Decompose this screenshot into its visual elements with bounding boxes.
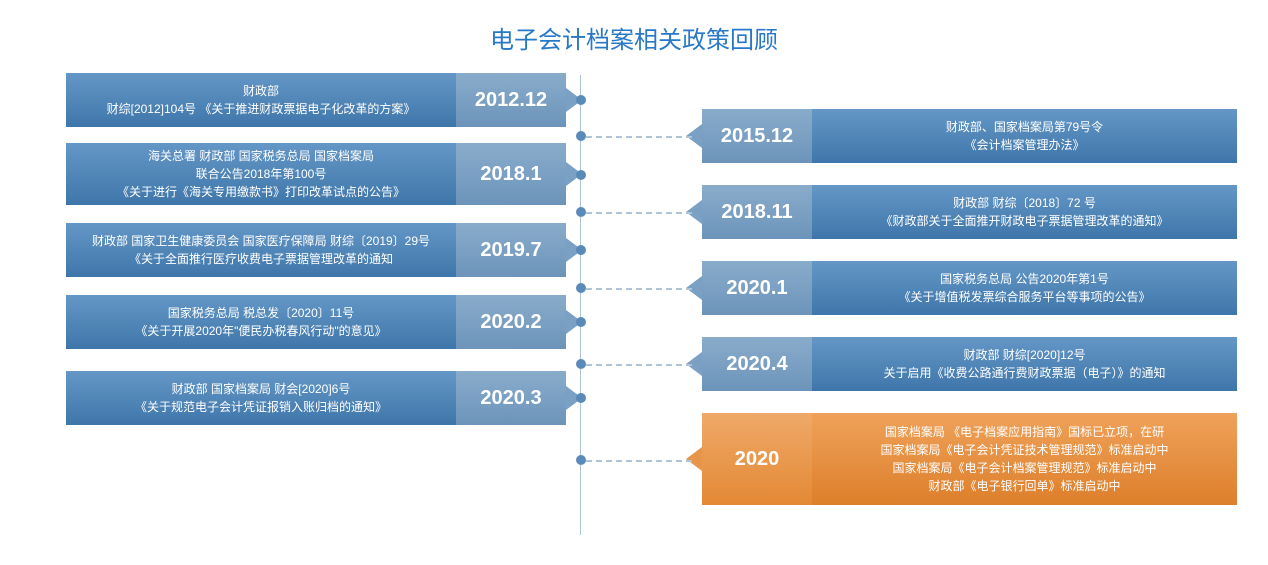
text-line: 国家税务总局 公告2020年第1号: [826, 270, 1223, 288]
timeline-dot: [576, 170, 586, 180]
text-line: 《关于开展2020年"便民办税春风行动"的意见》: [80, 322, 442, 340]
left-timeline-item: 海关总署 财政部 国家税务总局 国家档案局联合公告2018年第100号《关于进行…: [66, 143, 566, 205]
item-content: 财政部财综[2012]104号 《关于推进财政票据电子化改革的方案》: [66, 73, 456, 127]
connector: [586, 460, 692, 462]
timeline-dot: [576, 455, 586, 465]
text-line: 国家档案局《电子会计档案管理规范》标准启动中: [826, 459, 1223, 477]
timeline-dot: [576, 317, 586, 327]
right-timeline-item: 2020.1国家税务总局 公告2020年第1号《关于增值税发票综合服务平台等事项…: [702, 261, 1237, 315]
item-content: 财政部 财综〔2018〕72 号《财政部关于全面推开财政电子票据管理改革的通知》: [812, 185, 1237, 239]
text-line: 财政部 财综[2020]12号: [826, 346, 1223, 364]
text-line: 《财政部关于全面推开财政电子票据管理改革的通知》: [826, 212, 1223, 230]
text-line: 财政部 财综〔2018〕72 号: [826, 194, 1223, 212]
page-title: 电子会计档案相关政策回顾: [0, 0, 1268, 65]
item-content: 财政部 国家档案局 财会[2020]6号《关于规范电子会计凭证报销入账归档的通知…: [66, 371, 456, 425]
timeline-dot: [576, 283, 586, 293]
right-timeline-item: 2020国家档案局 《电子档案应用指南》国标已立项，在研国家档案局《电子会计凭证…: [702, 413, 1237, 505]
left-timeline-item: 财政部财综[2012]104号 《关于推进财政票据电子化改革的方案》2012.1…: [66, 73, 566, 127]
connector: [586, 212, 692, 214]
center-line: [580, 75, 581, 535]
left-timeline-item: 财政部 国家卫生健康委员会 国家医疗保障局 财综〔2019〕29号《关于全面推行…: [66, 223, 566, 277]
item-date: 2019.7: [456, 223, 566, 277]
text-line: 关于启用《收费公路通行费财政票据（电子）》的通知: [826, 364, 1223, 382]
connector: [586, 288, 692, 290]
item-date: 2018.1: [456, 143, 566, 205]
item-content: 财政部 财综[2020]12号关于启用《收费公路通行费财政票据（电子）》的通知: [812, 337, 1237, 391]
item-date: 2020.1: [702, 261, 812, 315]
text-line: 《关于进行《海关专用缴款书》打印改革试点的公告》: [80, 183, 442, 201]
text-line: 海关总署 财政部 国家税务总局 国家档案局: [80, 147, 442, 165]
connector: [586, 136, 692, 138]
item-date: 2015.12: [702, 109, 812, 163]
text-line: 《关于增值税发票综合服务平台等事项的公告》: [826, 288, 1223, 306]
item-content: 国家税务总局 税总发〔2020〕11号《关于开展2020年"便民办税春风行动"的…: [66, 295, 456, 349]
text-line: 联合公告2018年第100号: [80, 165, 442, 183]
item-date: 2012.12: [456, 73, 566, 127]
item-date: 2020.3: [456, 371, 566, 425]
text-line: 财综[2012]104号 《关于推进财政票据电子化改革的方案》: [80, 100, 442, 118]
item-date: 2020.2: [456, 295, 566, 349]
right-timeline-item: 2015.12财政部、国家档案局第79号令《会计档案管理办法》: [702, 109, 1237, 163]
timeline-dot: [576, 131, 586, 141]
text-line: 财政部、国家档案局第79号令: [826, 118, 1223, 136]
item-content: 国家税务总局 公告2020年第1号《关于增值税发票综合服务平台等事项的公告》: [812, 261, 1237, 315]
item-content: 国家档案局 《电子档案应用指南》国标已立项，在研国家档案局《电子会计凭证技术管理…: [812, 413, 1237, 505]
text-line: 财政部: [80, 82, 442, 100]
text-line: 《关于规范电子会计凭证报销入账归档的通知》: [80, 398, 442, 416]
item-date: 2018.11: [702, 185, 812, 239]
timeline-dot: [576, 393, 586, 403]
item-content: 财政部、国家档案局第79号令《会计档案管理办法》: [812, 109, 1237, 163]
item-content: 海关总署 财政部 国家税务总局 国家档案局联合公告2018年第100号《关于进行…: [66, 143, 456, 205]
timeline: 财政部财综[2012]104号 《关于推进财政票据电子化改革的方案》2012.1…: [0, 65, 1268, 565]
text-line: 国家档案局《电子会计凭证技术管理规范》标准启动中: [826, 441, 1223, 459]
item-content: 财政部 国家卫生健康委员会 国家医疗保障局 财综〔2019〕29号《关于全面推行…: [66, 223, 456, 277]
connector: [586, 364, 692, 366]
timeline-dot: [576, 359, 586, 369]
text-line: 财政部 国家档案局 财会[2020]6号: [80, 380, 442, 398]
timeline-dot: [576, 95, 586, 105]
text-line: 《关于全面推行医疗收费电子票据管理改革的通知: [80, 250, 442, 268]
timeline-dot: [576, 207, 586, 217]
right-timeline-item: 2020.4财政部 财综[2020]12号关于启用《收费公路通行费财政票据（电子…: [702, 337, 1237, 391]
text-line: 财政部《电子银行回单》标准启动中: [826, 477, 1223, 495]
text-line: 国家档案局 《电子档案应用指南》国标已立项，在研: [826, 423, 1223, 441]
text-line: 国家税务总局 税总发〔2020〕11号: [80, 304, 442, 322]
timeline-dot: [576, 245, 586, 255]
item-date: 2020.4: [702, 337, 812, 391]
text-line: 财政部 国家卫生健康委员会 国家医疗保障局 财综〔2019〕29号: [80, 232, 442, 250]
item-date: 2020: [702, 413, 812, 505]
text-line: 《会计档案管理办法》: [826, 136, 1223, 154]
left-timeline-item: 国家税务总局 税总发〔2020〕11号《关于开展2020年"便民办税春风行动"的…: [66, 295, 566, 349]
left-timeline-item: 财政部 国家档案局 财会[2020]6号《关于规范电子会计凭证报销入账归档的通知…: [66, 371, 566, 425]
right-timeline-item: 2018.11财政部 财综〔2018〕72 号《财政部关于全面推开财政电子票据管…: [702, 185, 1237, 239]
